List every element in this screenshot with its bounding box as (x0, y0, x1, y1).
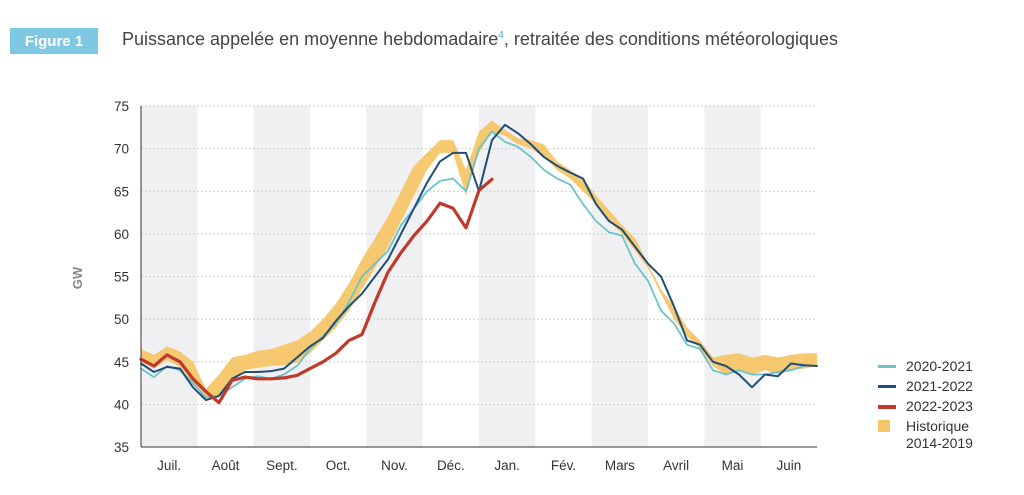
historique-band (141, 120, 817, 398)
x-tick-label: Juil. (157, 458, 181, 473)
title-footnote-ref: 4 (498, 30, 504, 41)
x-tick-label: Nov. (381, 458, 408, 473)
title-main: Puissance appelée en moyenne hebdomadair… (122, 29, 499, 49)
figure-title: Puissance appelée en moyenne hebdomadair… (122, 29, 838, 50)
legend-label: Historique 2014-2019 (906, 418, 973, 452)
y-tick-label: 65 (114, 184, 129, 199)
series-lines (139, 123, 818, 405)
x-tick-label: Juin (776, 458, 801, 473)
x-tick-label: Mars (605, 458, 635, 473)
y-tick-label: 40 (114, 397, 129, 412)
legend-swatch-2022-2023 (878, 405, 896, 409)
y-tick-label: 55 (114, 270, 129, 285)
x-tick-label: Fév. (551, 458, 576, 473)
legend-label: 2021-2022 (906, 378, 973, 394)
legend: 2020-2021 2021-2022 2022-2023 Historique… (878, 358, 973, 454)
y-tick-label: 75 (114, 99, 129, 114)
y-tick-label: 45 (114, 355, 129, 370)
axes (140, 106, 817, 448)
month-band (704, 106, 761, 447)
x-tick-label: Déc. (437, 458, 465, 473)
x-tick-label: Août (212, 458, 240, 473)
y-tick-label: 70 (114, 142, 129, 157)
legend-item-2020-2021: 2020-2021 (878, 358, 973, 378)
legend-swatch-2021-2022 (878, 385, 896, 388)
historique-band-area (141, 120, 817, 398)
legend-label: 2022-2023 (906, 398, 973, 414)
legend-item-2022-2023: 2022-2023 (878, 398, 973, 418)
month-band (591, 106, 648, 447)
series-line-2022-2023 (139, 177, 494, 405)
legend-swatch-2020-2021 (878, 365, 896, 368)
legend-swatch-historique (878, 420, 890, 432)
x-tick-label: Avril (663, 458, 689, 473)
figure-badge: Figure 1 (10, 28, 98, 54)
legend-item-2021-2022: 2021-2022 (878, 378, 973, 398)
legend-item-historique: Historique 2014-2019 (878, 418, 973, 454)
legend-label-line1: Historique (906, 418, 970, 434)
legend-label-line2: 2014-2019 (906, 435, 973, 451)
title-rest: , retraitée des conditions météorologiqu… (503, 29, 839, 49)
y-axis-label: GW (70, 266, 85, 289)
x-tick-label: Jan. (494, 458, 520, 473)
x-tick-label: Mai (722, 458, 744, 473)
x-tick-label: Oct. (326, 458, 351, 473)
y-tick-labels: 35 40 45 50 55 60 65 70 75 (114, 99, 129, 455)
y-tick-label: 35 (114, 440, 129, 455)
x-tick-label: Sept. (266, 458, 298, 473)
y-tick-label: 50 (114, 312, 129, 327)
x-tick-labels: Juil. Août Sept. Oct. Nov. Déc. Jan. Fév. Mars Av… (157, 458, 801, 473)
y-tick-label: 60 (114, 227, 129, 242)
legend-label: 2020-2021 (906, 358, 973, 374)
